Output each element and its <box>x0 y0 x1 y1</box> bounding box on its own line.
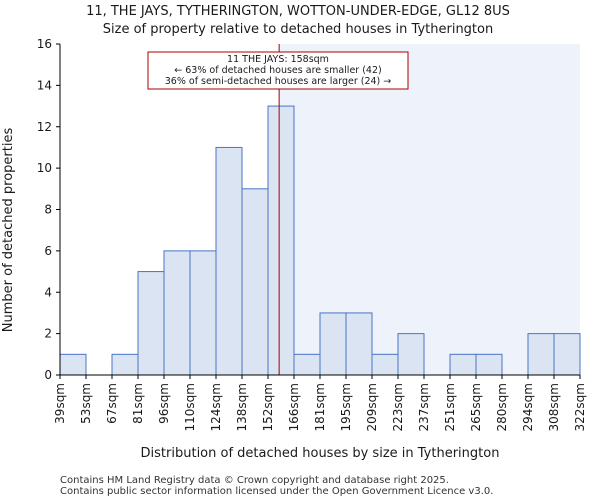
x-tick-label: 223sqm <box>391 383 405 431</box>
annotation-line-2: ← 63% of detached houses are smaller (42… <box>174 65 381 76</box>
annotation-frame <box>147 51 409 90</box>
histogram-bar <box>553 333 581 376</box>
histogram-bar <box>59 353 87 376</box>
x-tick-label: 81sqm <box>131 383 145 424</box>
x-tick-label: 181sqm <box>313 383 327 431</box>
x-axis-label: Distribution of detached houses by size … <box>141 446 500 461</box>
x-tick-label: 308sqm <box>547 383 561 431</box>
y-tick-label: 10 <box>37 161 52 175</box>
histogram-bar <box>215 146 243 376</box>
x-tick-label: 110sqm <box>183 383 197 431</box>
histogram-bar <box>163 250 191 376</box>
histogram-bar <box>449 353 477 376</box>
footer-line-2: Contains public sector information licen… <box>60 486 493 497</box>
x-tick-label: 237sqm <box>417 383 431 431</box>
x-tick-label: 152sqm <box>261 383 275 431</box>
histogram-bar <box>319 312 347 376</box>
annotation-line-3: 36% of semi-detached houses are larger (… <box>165 76 392 87</box>
x-tick-label: 166sqm <box>287 383 301 431</box>
x-tick-label: 265sqm <box>469 383 483 431</box>
y-tick-label: 2 <box>44 327 52 341</box>
chart-subtitle: Size of property relative to detached ho… <box>103 22 493 37</box>
chart-title: 11, THE JAYS, TYTHERINGTON, WOTTON-UNDER… <box>86 4 510 19</box>
x-tick-label: 251sqm <box>443 383 457 431</box>
y-tick-label: 8 <box>44 203 52 217</box>
histogram-bar <box>527 333 555 376</box>
y-tick-label: 14 <box>37 78 52 92</box>
y-tick-label: 0 <box>44 368 52 382</box>
x-tick-label: 280sqm <box>495 383 509 431</box>
x-tick-label: 209sqm <box>365 383 379 431</box>
histogram-bar <box>293 353 321 376</box>
annotation-box: 11 THE JAYS: 158sqm ← 63% of detached ho… <box>147 51 409 90</box>
histogram-bar <box>111 353 139 376</box>
histogram-bar <box>241 188 269 376</box>
y-tick-label: 4 <box>44 285 52 299</box>
y-tick-label: 16 <box>37 37 52 51</box>
histogram-bar <box>475 353 503 376</box>
x-tick-label: 195sqm <box>339 383 353 431</box>
x-ticks-group: 39sqm 53sqm 67sqm 81sqm 96sqm 110sqm 124sqm 138… <box>53 375 587 431</box>
histogram-bar <box>371 353 399 376</box>
x-tick-label: 53sqm <box>79 383 93 424</box>
x-tick-label: 124sqm <box>209 383 223 431</box>
x-tick-label: 39sqm <box>53 383 67 424</box>
x-tick-label: 138sqm <box>235 383 249 431</box>
y-tick-label: 6 <box>44 244 52 258</box>
x-tick-label: 322sqm <box>573 383 587 431</box>
histogram-bar <box>137 271 165 376</box>
x-tick-label: 294sqm <box>521 383 535 431</box>
footer-line-1: Contains HM Land Registry data © Crown c… <box>60 475 449 486</box>
y-tick-label: 12 <box>37 120 52 134</box>
x-tick-label: 67sqm <box>105 383 119 424</box>
histogram-bar <box>189 250 217 376</box>
x-tick-label: 96sqm <box>157 383 171 424</box>
histogram-bar <box>397 333 425 376</box>
y-ticks-group: 0 2 4 6 8 10 12 14 16 <box>37 37 60 382</box>
histogram-bar <box>345 312 373 376</box>
annotation-line-1: 11 THE JAYS: 158sqm <box>227 54 329 65</box>
bars-group <box>59 105 581 376</box>
y-axis-label: Number of detached properties <box>1 128 16 333</box>
histogram-bar <box>267 105 295 376</box>
